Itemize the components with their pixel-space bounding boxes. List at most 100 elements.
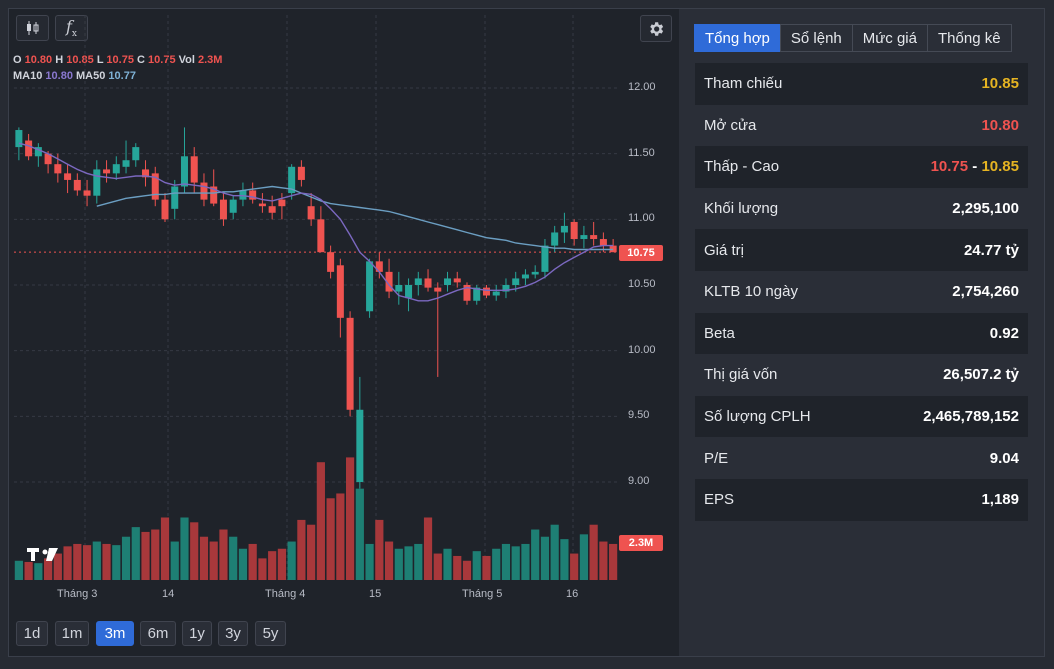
- candle-body: [590, 235, 598, 240]
- stat-value: 2,754,260: [952, 283, 1019, 301]
- volume-bar: [492, 548, 501, 580]
- chart-type-button[interactable]: [16, 15, 49, 41]
- candle-body: [599, 239, 607, 246]
- ma10-value: 10.80: [45, 70, 73, 82]
- stat-row: Tham chiếu 10.85: [695, 63, 1028, 105]
- candle-body: [336, 265, 344, 318]
- range-3m-button[interactable]: 3m: [96, 621, 134, 646]
- settings-button[interactable]: [640, 15, 672, 42]
- x-label: 15: [369, 588, 382, 600]
- stat-row: KLTB 10 ngày 2,754,260: [695, 270, 1028, 313]
- ohlc-legend: O 10.80 H 10.85 L 10.75 C 10.75 Vol 2.3M: [13, 54, 222, 66]
- tradingview-logo: [27, 548, 58, 561]
- candle-body: [463, 285, 471, 301]
- candle-body: [142, 169, 150, 178]
- candle-body: [73, 179, 81, 191]
- stat-value: 2,295,100: [952, 200, 1019, 218]
- x-label: 16: [566, 588, 579, 600]
- volume-bar: [570, 553, 579, 580]
- stat-label: P/E: [704, 449, 729, 467]
- volume-bar: [258, 558, 267, 580]
- last-volume-tag: 2.3M: [619, 535, 663, 551]
- stat-label: Tham chiếu: [704, 75, 783, 93]
- stat-row: Khối lượng 2,295,100: [695, 187, 1028, 230]
- tab-tong-hop[interactable]: Tổng hợp: [694, 24, 781, 52]
- candle-body: [317, 219, 325, 253]
- candle-body: [132, 147, 140, 161]
- candle-body: [249, 190, 257, 200]
- range-3y-button[interactable]: 3y: [218, 621, 248, 646]
- volume-bar: [34, 563, 43, 580]
- candle-body: [492, 291, 500, 296]
- candle-body: [34, 147, 42, 157]
- close-key: C: [137, 54, 145, 66]
- range-1m-button[interactable]: 1m: [55, 621, 89, 646]
- indicators-button[interactable]: fx: [55, 15, 88, 41]
- stats-tabs: Tổng hợp Sổ lệnh Mức giá Thống kê: [694, 24, 1012, 52]
- ma10-line: [18, 142, 614, 302]
- range-1y-button[interactable]: 1y: [182, 621, 212, 646]
- stat-value: 9.04: [989, 449, 1019, 467]
- candle-body: [560, 225, 568, 233]
- volume-bar: [199, 536, 209, 580]
- candle-body: [482, 287, 490, 296]
- range-separator: -: [972, 158, 978, 176]
- candle-body: [405, 285, 413, 299]
- range-1d-button[interactable]: 1d: [16, 621, 48, 646]
- volume-bar: [190, 522, 199, 580]
- tab-muc-gia[interactable]: Mức giá: [851, 24, 928, 52]
- candle-body: [521, 274, 529, 279]
- stat-value: 2,465,789,152: [923, 408, 1019, 426]
- volume-bar: [151, 529, 160, 580]
- candle-body: [54, 164, 62, 174]
- volume-bar: [599, 541, 608, 580]
- stat-row: P/E 9.04: [695, 437, 1028, 479]
- candle-body: [512, 278, 520, 285]
- candle-body: [609, 245, 617, 253]
- volume-bar: [131, 527, 140, 580]
- candle-body: [210, 186, 218, 204]
- volume-bar: [521, 543, 530, 580]
- volume-bar: [53, 553, 62, 580]
- candle-body: [151, 173, 159, 200]
- candle-body: [327, 252, 335, 272]
- candle-body: [346, 317, 354, 410]
- candle-body: [44, 153, 52, 165]
- volume-bar: [82, 545, 92, 580]
- candle-body: [473, 287, 481, 301]
- tab-thong-ke[interactable]: Thống kê: [927, 24, 1012, 52]
- candle-body: [171, 186, 179, 209]
- volume-bar: [170, 541, 179, 580]
- stat-value: 10.80: [981, 116, 1019, 134]
- volume-bar: [141, 531, 150, 580]
- volume-bar: [443, 548, 452, 580]
- stat-label: Thị giá vốn: [704, 366, 778, 384]
- volume-bar: [14, 560, 23, 580]
- ma-legend: MA10 10.80 MA50 10.77: [13, 70, 136, 82]
- price-tick-label: 11.50: [628, 146, 655, 159]
- stat-row: Giá trị 24.77 tỷ: [695, 229, 1028, 271]
- volume-bar: [531, 529, 540, 580]
- candle-body: [258, 203, 266, 207]
- candle-body: [297, 166, 305, 180]
- volume-bar: [365, 543, 374, 580]
- stat-row: Thấp - Cao 10.75 - 10.85: [695, 146, 1028, 188]
- candle-body: [112, 164, 120, 174]
- price-tick-label: 11.00: [628, 212, 655, 225]
- range-5y-button[interactable]: 5y: [255, 621, 286, 646]
- price-chart[interactable]: [0, 0, 664, 600]
- volume-bar: [248, 543, 257, 580]
- volume-bar: [44, 558, 53, 580]
- candle-body: [414, 278, 422, 285]
- volume-bar: [121, 536, 131, 580]
- stat-label: KLTB 10 ngày: [704, 283, 798, 301]
- volume-bar: [550, 524, 559, 580]
- volume-bar: [326, 498, 335, 580]
- range-6m-button[interactable]: 6m: [140, 621, 176, 646]
- volume-bar: [394, 548, 403, 580]
- tab-so-lenh[interactable]: Sổ lệnh: [779, 24, 853, 52]
- volume-bar: [560, 539, 569, 580]
- volume-bar: [268, 551, 277, 580]
- candle-body: [219, 199, 227, 220]
- x-label: Tháng 5: [462, 588, 503, 600]
